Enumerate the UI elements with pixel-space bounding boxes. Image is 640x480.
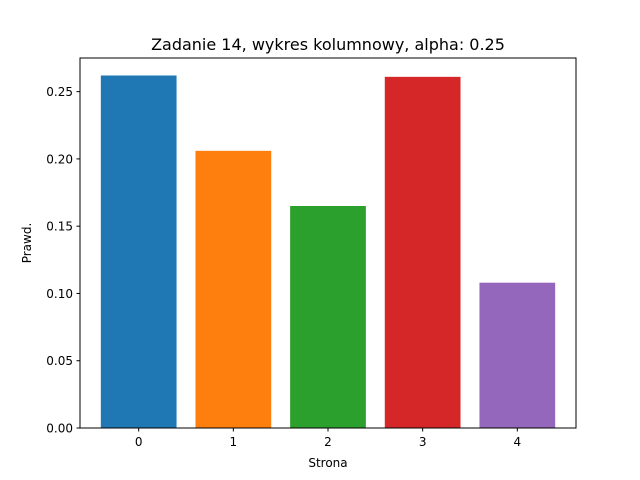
x-tick-label: 2 [324, 435, 332, 449]
y-tick-label: 0.10 [46, 287, 73, 301]
y-tick-label: 0.05 [46, 354, 73, 368]
plot-frame [79, 57, 577, 429]
bar-1 [195, 150, 272, 428]
bar-3 [384, 76, 461, 428]
x-tick-label: 3 [419, 435, 427, 449]
bar-0 [100, 75, 177, 428]
x-axis-ticks: 0 1 2 3 4 [135, 428, 521, 449]
y-axis-label: Prawd. [20, 223, 34, 264]
chart-title: Zadanie 14, wykres kolumnowy, alpha: 0.2… [151, 35, 505, 54]
y-tick-label: 0.00 [46, 422, 73, 436]
x-tick-label: 1 [230, 435, 238, 449]
x-axis-label: Strona [308, 456, 347, 470]
y-tick-label: 0.20 [46, 152, 73, 166]
y-tick-label: 0.25 [46, 85, 73, 99]
y-axis-ticks: 0.00 0.05 0.10 0.15 0.20 0.25 [46, 85, 80, 436]
x-tick-label: 0 [135, 435, 143, 449]
y-tick-label: 0.15 [46, 220, 73, 234]
bar-2 [290, 206, 366, 428]
bars-group [100, 75, 556, 428]
bar-4 [479, 282, 556, 428]
x-tick-label: 4 [513, 435, 521, 449]
